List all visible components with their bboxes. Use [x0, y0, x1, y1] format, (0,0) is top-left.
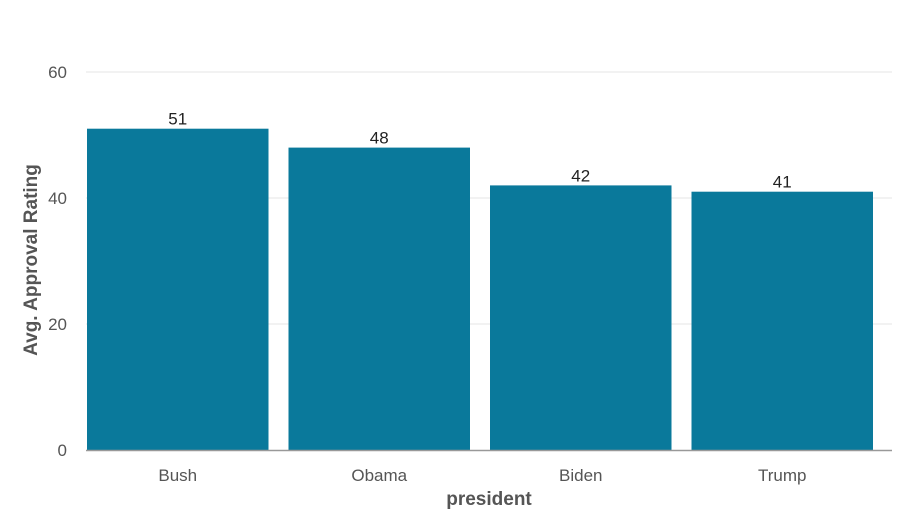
x-tick-label: Bush — [158, 466, 197, 485]
data-label: 51 — [168, 110, 187, 129]
data-label: 48 — [370, 129, 389, 148]
x-axis-ticks: Bush Obama Biden Trump — [158, 466, 806, 485]
bars — [87, 128, 873, 450]
y-tick-label: 0 — [58, 441, 67, 460]
x-tick-label: Biden — [559, 466, 602, 485]
y-tick-label: 20 — [48, 315, 67, 334]
x-axis-title: president — [446, 489, 532, 510]
y-tick-label: 60 — [48, 63, 67, 82]
x-tick-label: Obama — [351, 466, 407, 485]
y-axis-title: Avg. Approval Rating — [21, 164, 42, 356]
data-label: 41 — [773, 173, 792, 192]
x-tick-label: Trump — [758, 466, 807, 485]
data-labels: 51 48 42 41 — [168, 110, 791, 192]
bar-bush — [87, 128, 269, 450]
data-label: 42 — [571, 166, 590, 185]
bar-trump — [691, 191, 873, 450]
bar-obama — [288, 147, 470, 450]
y-axis-ticks: 0 20 40 60 — [48, 63, 67, 460]
y-tick-label: 40 — [48, 189, 67, 208]
bar-biden — [490, 185, 672, 450]
